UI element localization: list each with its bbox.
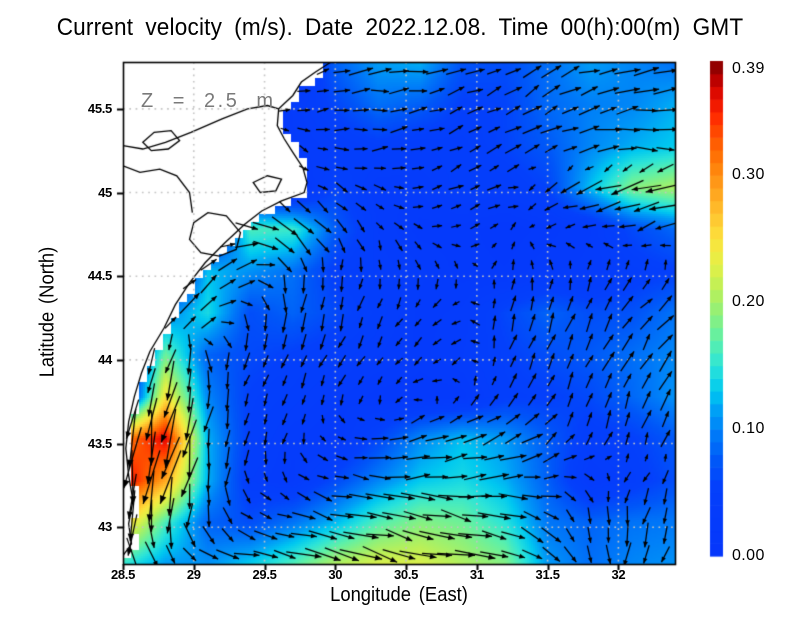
y-tick-label: 45 [98, 184, 112, 200]
x-tick-label: 31 [469, 567, 484, 582]
x-axis-label: Longitude (East) [330, 584, 468, 606]
colorbar-tick-label: 0.30 [732, 166, 765, 184]
x-tick-label: 30.5 [394, 567, 419, 582]
y-tick-label: 43 [98, 519, 112, 535]
colorbar-tick-label: 0.20 [732, 293, 765, 311]
y-tick-label: 43.5 [87, 435, 112, 451]
colorbar-tick-label: 0.39 [732, 60, 765, 77]
depth-annotation: Z = 2.5 m [141, 90, 276, 112]
x-tick-label: 30 [328, 567, 343, 582]
colorbar-tick-label: 0.10 [732, 420, 765, 438]
x-tick-label: 31.5 [535, 567, 560, 582]
x-tick-label: 32 [611, 567, 626, 582]
x-tick-label: 29.5 [252, 567, 277, 582]
colorbar-tick-label: 0.00 [732, 547, 765, 564]
y-tick-label: 44.5 [87, 268, 112, 284]
plot-title: Current velocity (m/s). Date 2022.12.08.… [56, 14, 744, 41]
y-tick-label: 44 [98, 351, 112, 367]
x-tick-label: 28.5 [110, 567, 136, 582]
y-tick-label: 45.5 [87, 100, 112, 116]
x-tick-label: 29 [186, 567, 201, 582]
